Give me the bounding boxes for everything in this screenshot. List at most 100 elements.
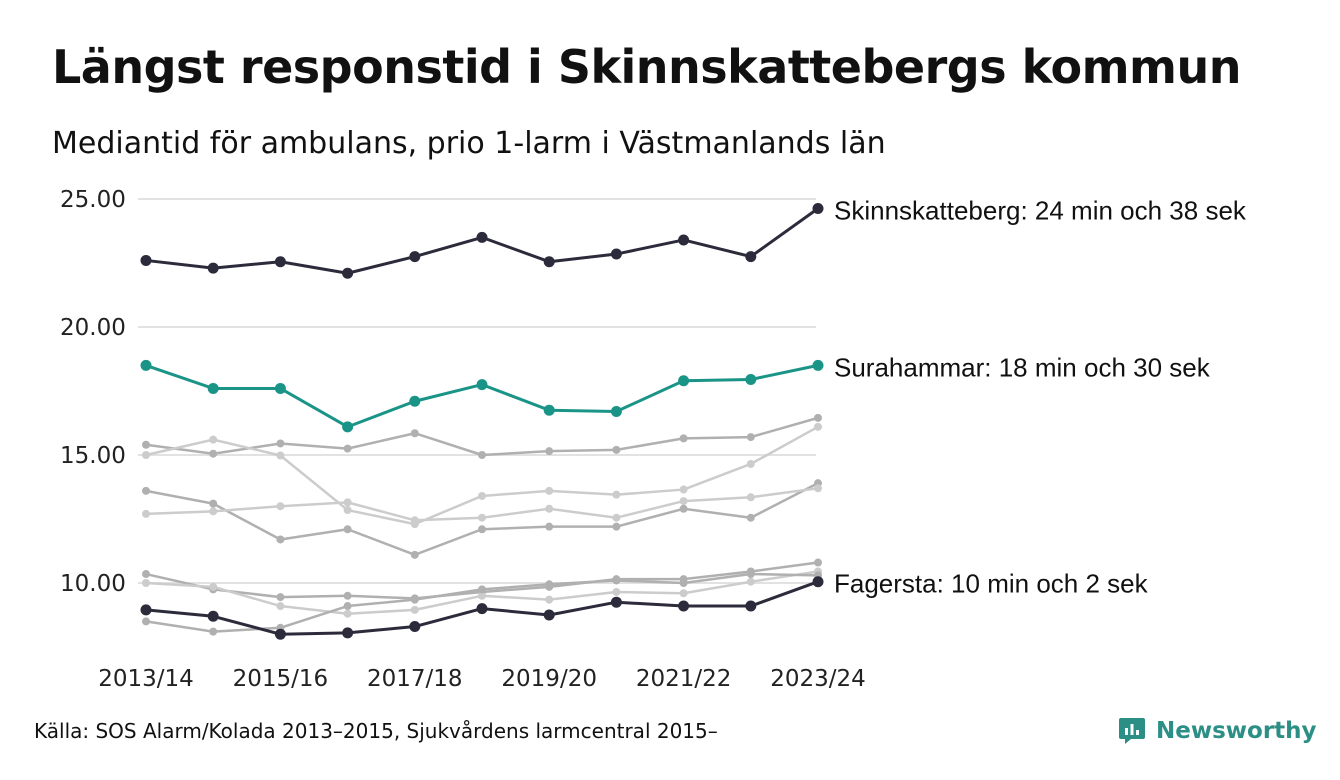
- data-point: [746, 459, 755, 468]
- data-point: [142, 486, 150, 495]
- data-point: [478, 491, 486, 500]
- data-point: [343, 591, 352, 600]
- y-tick-label: 25.00: [60, 187, 126, 213]
- data-point: [276, 502, 285, 511]
- grid-lines: [138, 198, 816, 584]
- x-tick-label: 2019/20: [501, 666, 597, 692]
- data-point: [545, 504, 554, 513]
- data-point: [343, 498, 352, 507]
- series-label-skinnskatteberg: Skinnskatteberg: 24 min och 38 sek: [834, 195, 1247, 225]
- data-point: [679, 579, 688, 587]
- newsworthy-logo-icon: [1119, 718, 1145, 744]
- data-point: [746, 493, 755, 502]
- line-chart: 10.00 15.00 20.00 25.00 2013/14 2015/16 2017/…: [60, 187, 1247, 692]
- data-point: [207, 382, 219, 394]
- x-tick-label: 2023/24: [770, 666, 866, 692]
- data-point: [678, 234, 690, 246]
- data-point: [478, 451, 486, 459]
- data-point: [409, 251, 421, 263]
- series-other-3: [142, 484, 822, 525]
- y-axis-tick-labels: 10.00 15.00 20.00 25.00: [60, 187, 126, 597]
- data-point: [612, 445, 621, 454]
- data-point: [478, 591, 486, 600]
- data-point: [209, 435, 218, 444]
- data-point: [612, 576, 621, 585]
- data-point: [209, 449, 218, 458]
- data-point: [343, 506, 352, 515]
- data-point: [545, 447, 554, 456]
- series-skinnskatteberg: [140, 202, 824, 279]
- data-point: [142, 451, 150, 459]
- data-point: [612, 522, 621, 531]
- series-other-0: [142, 413, 822, 459]
- x-tick-label: 2021/22: [636, 666, 732, 692]
- series-fagersta: [140, 576, 824, 640]
- data-point: [276, 602, 285, 611]
- y-tick-label: 15.00: [60, 443, 126, 469]
- data-point: [679, 497, 688, 506]
- data-point: [679, 589, 688, 598]
- data-point: [746, 577, 755, 586]
- data-point: [678, 600, 690, 612]
- data-point: [207, 610, 219, 622]
- newsworthy-logo: Newsworthy: [1118, 714, 1317, 748]
- data-point: [543, 256, 555, 268]
- y-tick-label: 10.00: [60, 571, 126, 597]
- series-layer: [140, 202, 824, 640]
- data-point: [679, 485, 688, 494]
- data-point: [410, 595, 419, 604]
- series-label-fagersta: Fagersta: 10 min och 2 sek: [834, 569, 1149, 599]
- data-point: [814, 558, 822, 567]
- data-point: [476, 603, 488, 615]
- data-point: [612, 587, 621, 596]
- data-point: [342, 421, 354, 433]
- data-point: [610, 405, 622, 417]
- data-point: [274, 628, 286, 640]
- data-point: [343, 444, 352, 453]
- data-point: [745, 600, 757, 612]
- data-point: [745, 373, 757, 385]
- data-point: [142, 509, 150, 518]
- data-point: [140, 254, 152, 266]
- series-label-surahammar: Surahammar: 18 min och 30 sek: [834, 352, 1211, 382]
- data-point: [812, 359, 824, 371]
- data-point: [409, 621, 421, 633]
- x-tick-label: 2015/16: [233, 666, 329, 692]
- data-point: [478, 513, 486, 522]
- data-point: [812, 202, 824, 214]
- data-point: [814, 422, 822, 431]
- series-other-5: [142, 567, 822, 618]
- data-point: [410, 516, 419, 525]
- series-other-2: [142, 479, 822, 559]
- data-point: [678, 375, 690, 387]
- data-point: [142, 579, 150, 587]
- data-point: [142, 440, 150, 449]
- data-point: [276, 593, 285, 602]
- data-point: [745, 251, 757, 263]
- series-line: [145, 416, 819, 457]
- data-point: [276, 451, 285, 460]
- data-point: [276, 439, 285, 448]
- data-point: [274, 382, 286, 394]
- chart-title: Längst responstid i Skinnskattebergs kom…: [52, 40, 1241, 94]
- data-point: [343, 602, 352, 611]
- data-point: [209, 627, 218, 636]
- data-point: [142, 617, 150, 626]
- data-point: [543, 609, 555, 621]
- logo-wordmark: Newsworthy: [1156, 718, 1317, 744]
- data-point: [342, 267, 354, 279]
- data-point: [679, 434, 688, 443]
- data-point: [543, 404, 555, 416]
- data-point: [545, 486, 554, 495]
- data-point: [209, 507, 218, 516]
- data-point: [410, 550, 419, 559]
- data-point: [812, 576, 824, 588]
- data-point: [679, 504, 688, 513]
- data-point: [814, 413, 822, 422]
- data-point: [478, 525, 486, 534]
- x-tick-label: 2013/14: [98, 666, 194, 692]
- data-point: [476, 231, 488, 243]
- data-point: [545, 522, 554, 531]
- data-point: [610, 596, 622, 608]
- data-point: [276, 535, 285, 544]
